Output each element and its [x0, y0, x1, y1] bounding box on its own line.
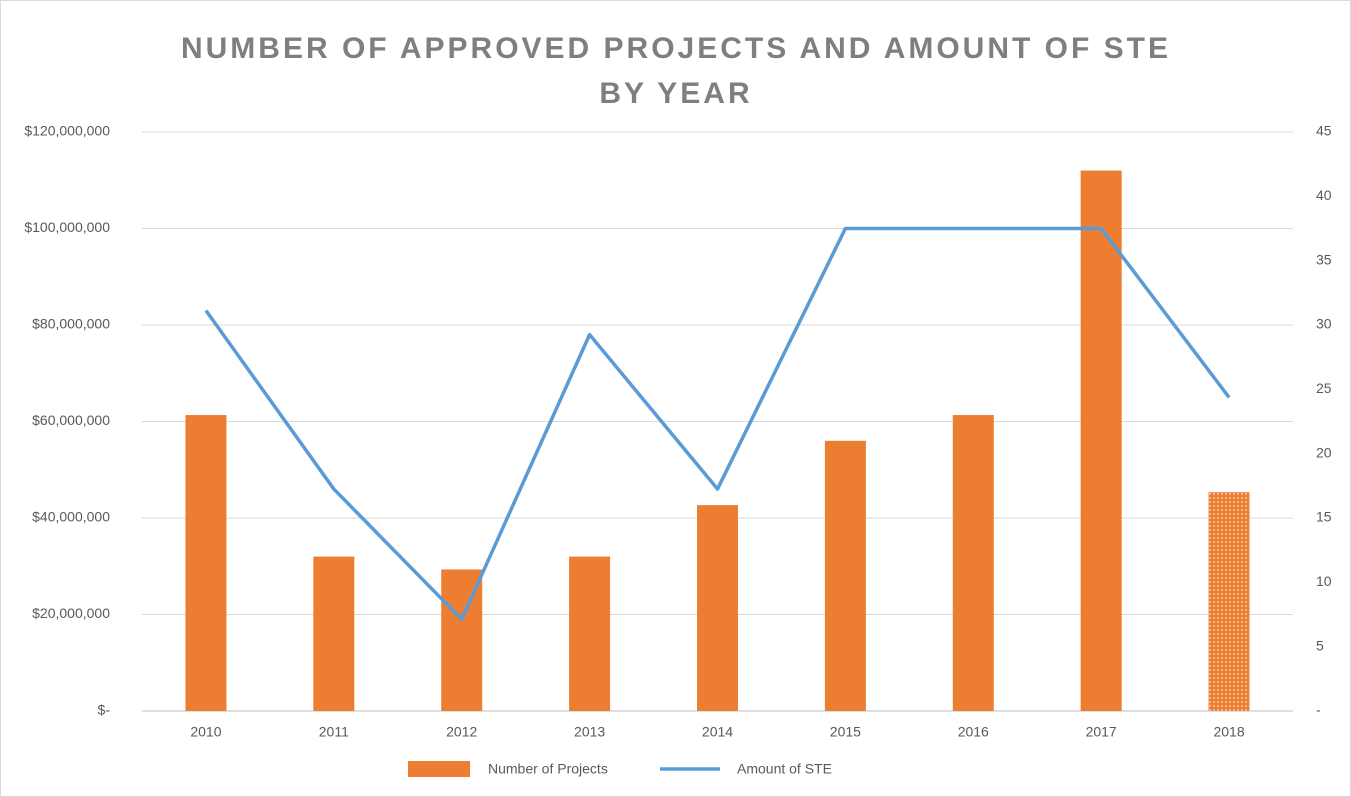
x-tick-label: 2018 [1213, 724, 1244, 740]
bar [569, 556, 611, 711]
y-tick-label: $120,000,000 [24, 123, 110, 139]
bar [697, 505, 738, 711]
y2-tick-label: 40 [1316, 187, 1332, 203]
y2-tick-label: 5 [1316, 637, 1324, 653]
y2-tick-label: - [1316, 702, 1321, 718]
x-tick-label: 2013 [574, 724, 605, 740]
y2-tick-label: 10 [1316, 573, 1332, 589]
bar [952, 415, 994, 711]
x-tick-label: 2017 [1086, 724, 1117, 740]
x-tick-label: 2016 [958, 724, 989, 740]
y-tick-label: $40,000,000 [32, 509, 110, 525]
y2-tick-label: 15 [1316, 509, 1332, 525]
bar [1208, 492, 1250, 711]
x-tick-label: 2014 [702, 724, 733, 740]
y2-tick-label: 25 [1316, 380, 1332, 396]
y2-tick-label: 45 [1316, 123, 1332, 139]
bar [1080, 170, 1122, 712]
line [204, 226, 1231, 622]
legend-swatch [408, 761, 470, 777]
bar [824, 440, 866, 711]
x-tick-label: 2012 [446, 724, 477, 740]
y-tick-label: $- [98, 702, 111, 718]
chart-title: NUMBER OF APPROVED PROJECTS AND AMOUNT O… [180, 32, 1172, 110]
bar [185, 415, 227, 711]
y-tick-label: $80,000,000 [32, 316, 110, 332]
y2-tick-label: 20 [1316, 444, 1332, 460]
x-tick-label: 2010 [190, 724, 221, 740]
y2-tick-label: 35 [1316, 251, 1332, 267]
bar [313, 556, 355, 711]
legend-label: Number of Projects [488, 761, 608, 777]
y-tick-label: $100,000,000 [24, 219, 110, 235]
legend-label: Amount of STE [737, 761, 832, 777]
x-tick-label: 2011 [319, 724, 349, 740]
x-tick-label: 2015 [830, 724, 861, 740]
y2-tick-label: 30 [1316, 316, 1332, 332]
y-tick-label: $20,000,000 [32, 605, 110, 621]
y-tick-label: $60,000,000 [32, 412, 110, 428]
